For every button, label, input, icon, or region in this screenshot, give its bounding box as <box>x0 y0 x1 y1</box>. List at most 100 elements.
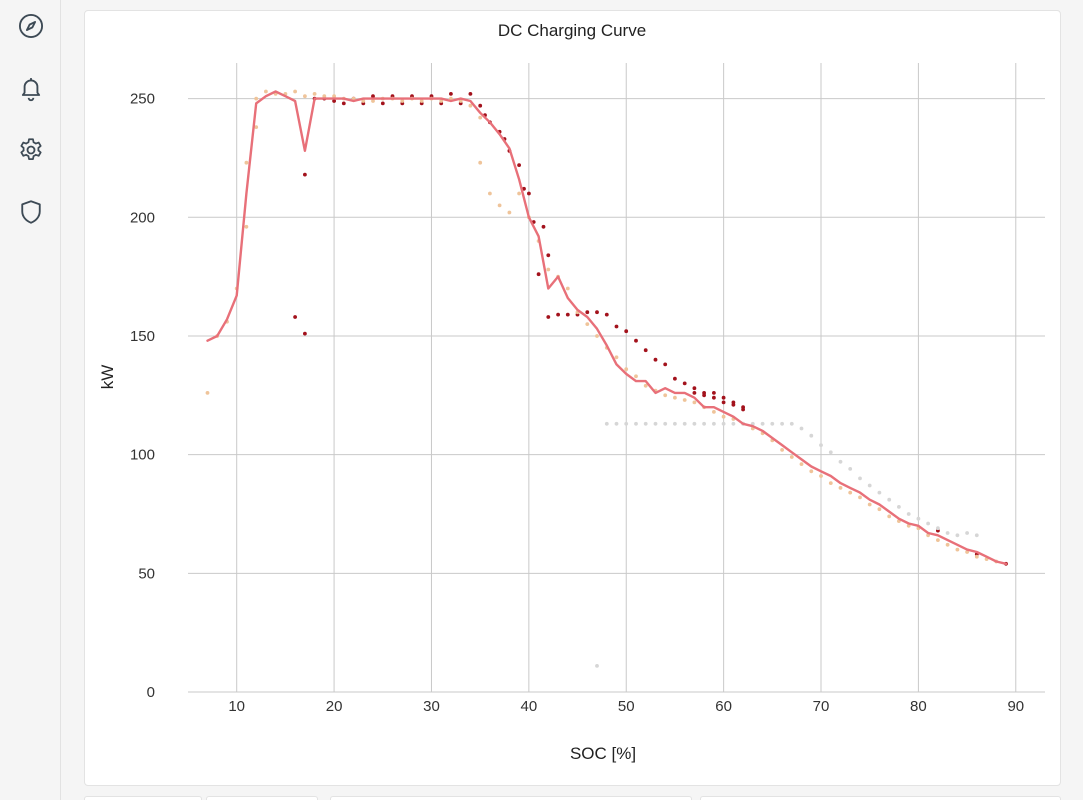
data-point <box>906 512 911 516</box>
data-point <box>731 402 736 407</box>
data-point <box>819 474 823 478</box>
data-point <box>682 381 687 386</box>
next-card-edge <box>206 796 318 800</box>
data-point <box>936 538 940 542</box>
data-point <box>527 191 531 196</box>
data-point <box>643 348 648 353</box>
x-tick-label: 70 <box>813 698 830 715</box>
data-point <box>546 253 551 258</box>
data-point <box>595 664 599 668</box>
y-tick-label: 0 <box>147 684 155 701</box>
data-point <box>541 224 546 229</box>
y-tick-label: 200 <box>130 209 155 226</box>
series-line <box>206 90 1008 565</box>
data-point <box>721 395 726 400</box>
shield-icon <box>21 200 41 224</box>
data-point <box>341 101 346 106</box>
data-point <box>322 94 327 99</box>
x-tick-label: 80 <box>910 698 927 715</box>
gear-icon <box>20 138 42 160</box>
data-point <box>556 312 560 317</box>
nav-item-security[interactable] <box>15 196 47 228</box>
data-point <box>371 94 375 99</box>
data-point <box>595 334 599 338</box>
data-point <box>536 272 541 277</box>
data-point <box>624 421 629 426</box>
data-point <box>712 421 716 426</box>
data-point <box>741 407 745 412</box>
data-point <box>478 103 483 108</box>
data-point <box>770 421 775 426</box>
data-point <box>789 421 794 426</box>
data-point <box>468 92 473 96</box>
x-tick-label: 30 <box>423 698 440 715</box>
data-point <box>692 391 697 395</box>
data-point <box>614 421 619 426</box>
data-point <box>546 315 551 319</box>
data-point <box>926 521 930 526</box>
data-point <box>858 495 862 500</box>
x-tick-label: 40 <box>521 698 538 715</box>
data-point <box>488 191 492 196</box>
data-point <box>585 310 590 315</box>
data-point <box>760 421 765 426</box>
data-point <box>663 362 668 367</box>
x-axis-label: SOC [%] <box>570 744 636 763</box>
data-point <box>264 89 268 94</box>
data-point <box>522 186 526 191</box>
data-point <box>653 421 658 426</box>
nav-item-settings[interactable] <box>15 134 47 166</box>
data-point <box>702 421 706 426</box>
data-point <box>634 338 638 343</box>
data-point <box>244 224 249 229</box>
chart-axes: 0 50 100 150 200 250 10 20 30 40 50 60 70 80 90 <box>130 91 1024 715</box>
data-point <box>780 421 784 426</box>
data-point <box>293 89 297 94</box>
nav-item-compass[interactable] <box>15 10 47 42</box>
data-point <box>254 96 259 101</box>
data-point <box>867 502 872 507</box>
data-point <box>332 99 336 103</box>
data-point <box>828 450 833 455</box>
data-point <box>789 455 794 459</box>
data-point <box>478 160 483 165</box>
data-point <box>692 386 697 391</box>
data-point <box>887 514 892 519</box>
compass-icon <box>18 13 44 39</box>
data-point <box>546 267 551 272</box>
nav-item-notifications[interactable] <box>15 72 47 104</box>
data-point <box>332 94 336 99</box>
chart-series <box>205 89 1008 668</box>
data-point <box>293 315 297 319</box>
y-tick-label: 150 <box>130 328 155 345</box>
data-point <box>634 374 638 379</box>
data-point <box>945 542 950 547</box>
data-point <box>916 516 921 521</box>
x-tick-label: 90 <box>1007 698 1024 715</box>
data-point <box>663 421 668 426</box>
sidebar <box>0 0 61 800</box>
data-point <box>244 160 249 165</box>
data-point <box>371 99 375 103</box>
data-point <box>614 324 619 329</box>
data-point <box>965 531 969 535</box>
data-point <box>955 547 960 552</box>
data-point <box>848 490 853 495</box>
data-point <box>712 395 716 400</box>
data-point <box>565 312 570 317</box>
data-point <box>838 486 843 490</box>
data-point <box>303 94 307 99</box>
y-tick-label: 100 <box>130 447 155 464</box>
data-point <box>507 210 512 215</box>
data-point <box>828 481 833 485</box>
data-point <box>721 414 726 419</box>
data-point <box>380 101 385 106</box>
data-point <box>877 507 882 512</box>
data-point <box>887 497 892 502</box>
data-point <box>673 376 677 381</box>
y-axis-label: kW <box>98 365 117 390</box>
data-point <box>595 310 599 315</box>
y-tick-label: 250 <box>130 91 155 108</box>
data-point <box>721 400 726 405</box>
